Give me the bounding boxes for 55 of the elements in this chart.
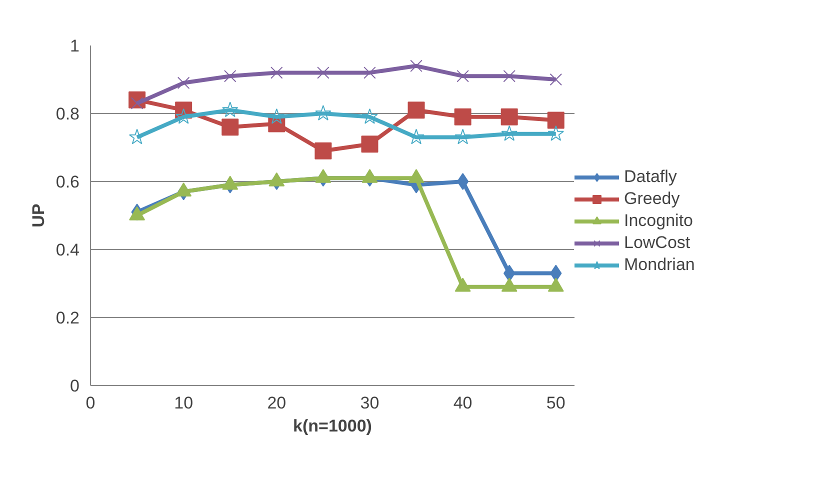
x-tick-label: 40	[453, 394, 472, 412]
point	[408, 168, 424, 183]
point	[270, 66, 283, 79]
point	[315, 105, 332, 120]
y-tick-label: 0.6	[56, 172, 80, 192]
point	[408, 102, 425, 119]
point	[454, 278, 471, 292]
point	[410, 60, 422, 72]
point	[362, 108, 378, 124]
x-tick-label: 0	[86, 394, 96, 412]
point	[317, 66, 330, 79]
point	[548, 278, 564, 292]
y-tick-label: 0	[70, 376, 80, 396]
point	[224, 70, 236, 82]
y-tick-label: 0.8	[56, 104, 80, 124]
y-tick-label: 0.2	[56, 308, 80, 328]
x-axis-title: k(n=1000)	[293, 416, 372, 436]
point	[456, 173, 469, 190]
legend-label: Datafly	[624, 167, 677, 187]
point	[454, 128, 471, 144]
point	[315, 168, 332, 183]
point	[364, 66, 376, 79]
point	[362, 168, 378, 183]
point	[314, 142, 332, 160]
point	[547, 112, 564, 129]
point	[500, 108, 518, 126]
point	[501, 125, 518, 141]
point	[176, 182, 192, 197]
legend-label: LowCost	[624, 233, 690, 253]
y-axis-title: UP	[28, 204, 48, 228]
x-tick-label: 30	[360, 394, 380, 412]
x-tick-label: 10	[174, 394, 194, 412]
x-tick-label: 20	[267, 394, 286, 412]
point	[222, 176, 238, 190]
legend-label: Mondrian	[624, 255, 695, 275]
point	[177, 76, 190, 90]
point	[268, 172, 285, 186]
y-tick-label: 1	[70, 36, 80, 56]
point	[456, 70, 469, 82]
point	[361, 136, 378, 153]
point	[550, 73, 562, 86]
x-tick-label: 50	[546, 394, 566, 412]
point	[501, 278, 518, 292]
point	[222, 118, 239, 136]
legend-label: Greedy	[624, 189, 680, 209]
legend-label: Incognito	[624, 211, 693, 231]
point	[222, 102, 238, 118]
point	[503, 70, 516, 82]
point	[454, 108, 472, 126]
point	[129, 206, 146, 220]
point	[175, 108, 192, 124]
y-tick-label: 0.4	[56, 240, 80, 260]
point	[408, 128, 424, 144]
point	[548, 125, 564, 141]
point	[268, 108, 285, 124]
